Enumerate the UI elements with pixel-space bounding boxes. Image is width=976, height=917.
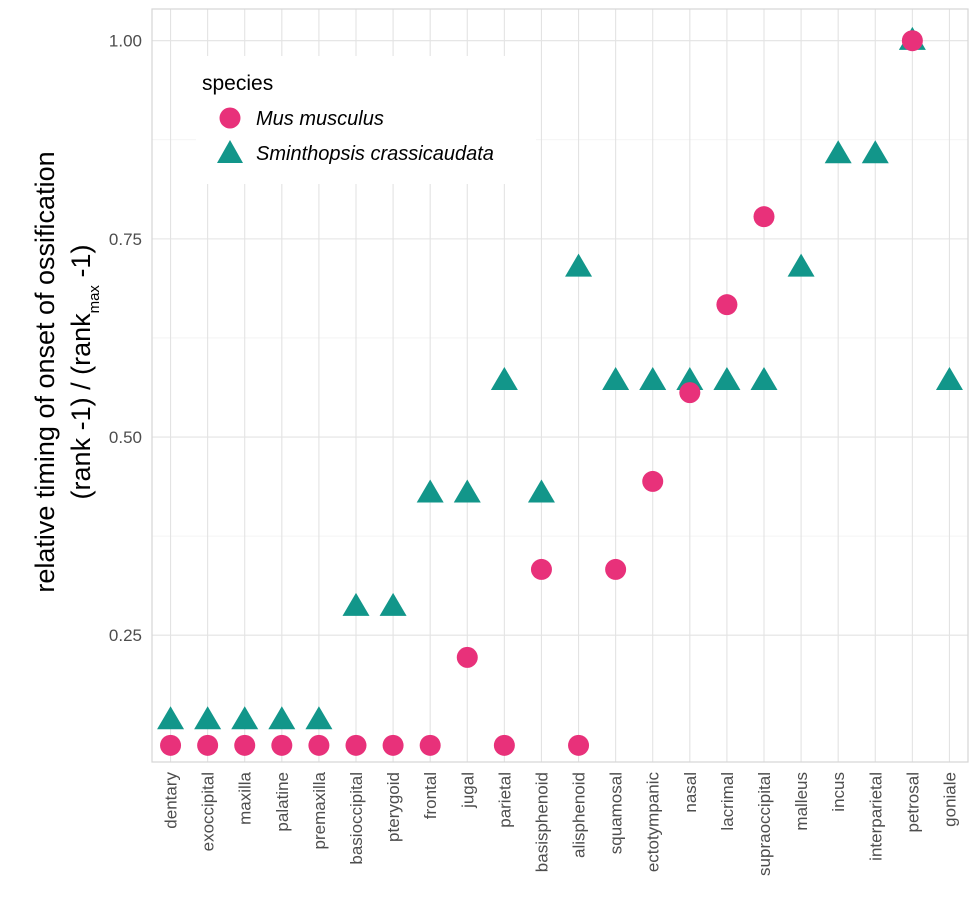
mus-point-premaxilla	[308, 734, 330, 756]
x-tick-label-basioccipital: basioccipital	[347, 772, 366, 865]
sminthopsis-point-goniale	[935, 366, 963, 390]
y-tick-label: 0.25	[109, 626, 142, 645]
sminthopsis-point-incus	[824, 140, 852, 164]
y-axis-title-prefix: (rank -1) / (rank	[66, 313, 96, 500]
x-tick-label-lacrimal: lacrimal	[718, 772, 737, 831]
x-tick-label-goniale: goniale	[940, 772, 959, 827]
x-tick-label-palatine: palatine	[273, 772, 292, 832]
x-axis: dentary exoccipital maxilla palatine premaxi…	[162, 771, 960, 875]
mus-point-jugal	[456, 646, 478, 668]
sminthopsis-point-palatine	[268, 706, 296, 730]
mus-point-dentary	[160, 734, 182, 756]
sminthopsis-point-lacrimal	[713, 366, 741, 390]
y-tick-label: 0.75	[109, 230, 142, 249]
mus-point-petrosal	[901, 30, 923, 52]
sminthopsis-point-maxilla	[231, 706, 259, 730]
y-tick-label: 0.50	[109, 428, 142, 447]
x-tick-label-alisphenoid: alisphenoid	[570, 772, 589, 858]
sminthopsis-point-parietal	[490, 366, 518, 390]
legend-background	[196, 56, 536, 184]
x-tick-label-exoccipital: exoccipital	[199, 772, 218, 851]
legend: species Mus musculus Sminthopsis crassic…	[196, 56, 536, 184]
x-tick-label-dentary: dentary	[162, 772, 181, 829]
plot-panel-border	[151, 8, 969, 763]
x-tick-label-parietal: parietal	[495, 772, 514, 828]
x-tick-label-basisphenoid: basisphenoid	[532, 772, 551, 872]
mus-point-nasal	[679, 382, 701, 404]
mus-point-lacrimal	[716, 294, 738, 316]
sminthopsis-point-dentary	[157, 706, 185, 730]
mus-point-exoccipital	[197, 734, 219, 756]
x-tick-label-maxilla: maxilla	[236, 771, 255, 824]
x-tick-label-premaxilla: premaxilla	[310, 771, 329, 849]
legend-circle-marker	[219, 107, 241, 129]
x-tick-label-nasal: nasal	[681, 772, 700, 813]
x-tick-label-pterygoid: pterygoid	[384, 772, 403, 842]
x-tick-label-frontal: frontal	[421, 772, 440, 819]
sminthopsis-point-alisphenoid	[565, 253, 593, 277]
mus-point-maxilla	[234, 734, 256, 756]
y-axis-title-subscript: max	[86, 285, 103, 314]
sminthopsis-point-frontal	[416, 479, 444, 503]
sminthopsis-point-pterygoid	[379, 592, 407, 616]
sminthopsis-point-premaxilla	[305, 706, 333, 730]
mus-point-basisphenoid	[530, 558, 552, 580]
y-axis-title-line2: (rank -1) / (rankmax -1)	[66, 245, 103, 500]
y-axis-title: relative timing of onset of ossification…	[30, 151, 103, 592]
mus-point-pterygoid	[382, 734, 404, 756]
x-tick-label-jugal: jugal	[458, 772, 477, 809]
mus-point-palatine	[271, 734, 293, 756]
mus-point-frontal	[419, 734, 441, 756]
x-tick-label-interparietal: interparietal	[866, 772, 885, 861]
mus-point-supraoccipital	[753, 206, 775, 228]
mus-point-squamosal	[605, 558, 627, 580]
legend-label-sminthopsis: Sminthopsis crassicaudata	[256, 143, 494, 165]
sminthopsis-point-ectotympanic	[639, 366, 667, 390]
y-axis-title-suffix: -1)	[66, 245, 96, 286]
sminthopsis-point-supraoccipital	[750, 366, 778, 390]
mus-point-ectotympanic	[642, 470, 664, 492]
mus-point-basioccipital	[345, 734, 367, 756]
y-axis-title-line1: relative timing of onset of ossification	[30, 151, 60, 592]
sminthopsis-point-jugal	[453, 479, 481, 503]
legend-label-mus: Mus musculus	[256, 108, 384, 130]
legend-title: species	[202, 72, 273, 95]
x-tick-label-malleus: malleus	[792, 772, 811, 831]
sminthopsis-point-exoccipital	[194, 706, 222, 730]
sminthopsis-point-basioccipital	[342, 592, 370, 616]
sminthopsis-point-basisphenoid	[527, 479, 555, 503]
mus-point-alisphenoid	[568, 734, 590, 756]
mus-point-parietal	[493, 734, 515, 756]
sminthopsis-point-malleus	[787, 253, 815, 277]
x-tick-label-supraoccipital: supraoccipital	[755, 772, 774, 876]
sminthopsis-point-squamosal	[602, 366, 630, 390]
x-tick-label-ectotympanic: ectotympanic	[644, 772, 663, 873]
x-tick-label-petrosal: petrosal	[903, 772, 922, 832]
x-tick-label-squamosal: squamosal	[607, 772, 626, 854]
data-points	[157, 26, 963, 756]
sminthopsis-point-nasal	[676, 366, 704, 390]
legend-triangle-marker	[217, 140, 243, 163]
y-tick-label: 1.00	[109, 32, 142, 51]
y-axis: 0.25 0.50 0.75 1.00	[109, 32, 142, 645]
x-tick-label-incus: incus	[829, 772, 848, 812]
sminthopsis-point-interparietal	[861, 140, 889, 164]
